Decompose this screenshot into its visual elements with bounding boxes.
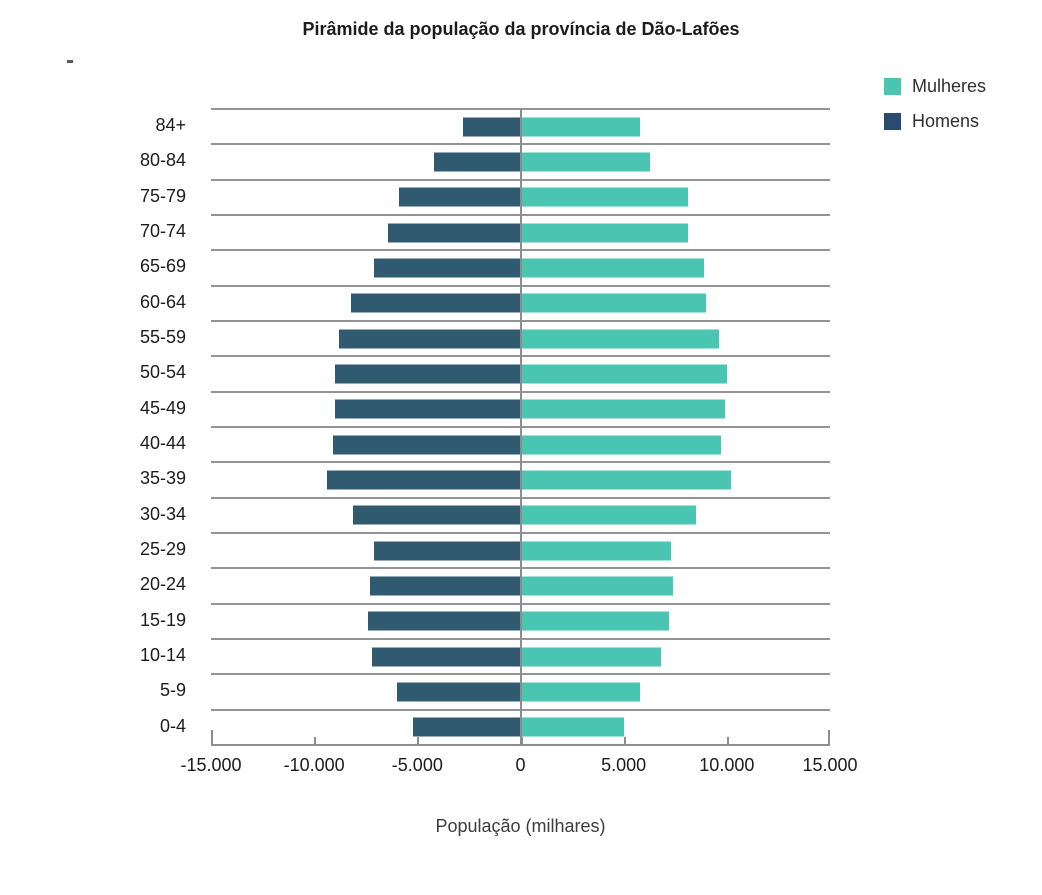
bar-homens-30-34 [353,505,521,525]
bar-mulheres-25-29 [520,541,672,561]
bar-mulheres-80-84 [520,152,651,172]
bar-mulheres-10-14 [520,647,661,667]
y-axis-label-40-44: 40-44 [139,433,186,454]
bar-mulheres-60-64 [520,293,707,313]
legend-swatch-mulheres [884,77,901,95]
bar-mulheres-70-74 [520,223,688,243]
y-axis-label-20-24: 20-24 [139,574,186,595]
bar-mulheres-15-19 [520,611,670,631]
bar-mulheres-30-34 [520,505,696,525]
y-axis-label-5-9: 5-9 [159,680,186,701]
y-axis-label-70-74: 70-74 [139,221,186,242]
bar-homens-0-4 [413,717,521,737]
legend-label: Mulheres [912,75,987,96]
bar-homens-60-64 [351,293,521,313]
x-axis-title: População (milhares) [435,816,606,836]
y-axis-label-25-29: 25-29 [139,539,186,560]
bar-homens-40-44 [332,435,521,455]
bar-mulheres-35-39 [520,470,731,490]
x-axis-tick [726,737,729,746]
y-axis-label-0-4: 0-4 [159,715,186,736]
y-axis-label-84+: 84+ [155,115,186,136]
bar-homens-50-54 [334,364,521,384]
age-row-50-54 [211,355,830,390]
legend-label: Homens [912,110,980,131]
y-axis-label-80-84: 80-84 [139,150,186,171]
x-axis-tick [520,737,523,746]
x-axis-tick-label: -15.000 [180,755,242,775]
x-axis-tick [623,737,626,746]
x-axis-tick [828,730,830,746]
y-axis-label-30-34: 30-34 [139,503,186,524]
bar-mulheres-84+ [520,117,641,137]
y-axis-label-45-49: 45-49 [139,397,186,418]
bar-mulheres-45-49 [520,399,725,419]
y-axis-label-15-19: 15-19 [139,609,186,630]
x-axis [211,730,830,746]
bar-homens-65-69 [374,258,521,278]
legend-item-homens: Homens [884,110,986,131]
bar-homens-25-29 [374,541,521,561]
bar-homens-5-9 [396,682,521,702]
chart-title: Pirâmide da população da província de Dã… [302,19,740,39]
bar-homens-84+ [462,117,521,137]
bar-homens-70-74 [388,223,521,243]
legend-item-mulheres: Mulheres [884,75,987,96]
bar-mulheres-65-69 [520,258,705,278]
x-axis-tick [314,737,317,746]
bar-mulheres-20-24 [520,576,674,596]
legend-swatch-homens [884,112,901,130]
y-axis-label-60-64: 60-64 [139,291,186,312]
bar-homens-35-39 [326,470,521,490]
bar-mulheres-75-79 [520,187,688,207]
age-row-10-14 [211,637,830,673]
age-row-25-29 [211,531,830,567]
x-axis-tick-label: 15.000 [802,755,858,775]
bar-mulheres-0-4 [520,717,624,737]
y-axis-label-55-59: 55-59 [139,327,186,348]
age-row-55-59 [211,319,830,355]
x-axis-tick-label: -5.000 [391,755,443,775]
tiny-artifact-mark [67,60,73,63]
zero-axis-line [519,108,522,744]
x-axis-tick [417,737,420,746]
y-axis-label-65-69: 65-69 [139,256,186,277]
legend: Mulheres Homens [884,75,987,147]
x-axis-tick-label: 0 [515,755,526,775]
bar-homens-45-49 [334,399,521,419]
bar-homens-10-14 [371,647,521,667]
x-axis-tick-labels: -15.000 -10.000 -5.000 0 5.000 10.000 15.000 [180,755,857,777]
y-axis-label-50-54: 50-54 [139,362,186,383]
bar-homens-15-19 [367,611,521,631]
x-axis-tick-label: 10.000 [699,755,755,775]
bar-mulheres-5-9 [520,682,641,702]
bar-homens-55-59 [338,329,521,349]
y-axis-labels: 84+ 80-84 75-79 70-74 65-69 60-64 55-59 50-54 45… [108,108,186,744]
plot-area [211,108,830,744]
bar-mulheres-40-44 [520,435,721,455]
y-axis-label-10-14: 10-14 [139,645,186,666]
bar-homens-75-79 [398,187,521,207]
bar-homens-20-24 [369,576,521,596]
y-axis-label-75-79: 75-79 [139,185,186,206]
bar-mulheres-50-54 [520,364,727,384]
y-axis-label-35-39: 35-39 [139,468,186,489]
x-axis-tick [211,730,213,746]
x-axis-tick-label: -10.000 [283,755,345,775]
bar-homens-80-84 [433,152,521,172]
x-axis-tick-label: 5.000 [601,755,647,775]
bar-mulheres-55-59 [520,329,719,349]
